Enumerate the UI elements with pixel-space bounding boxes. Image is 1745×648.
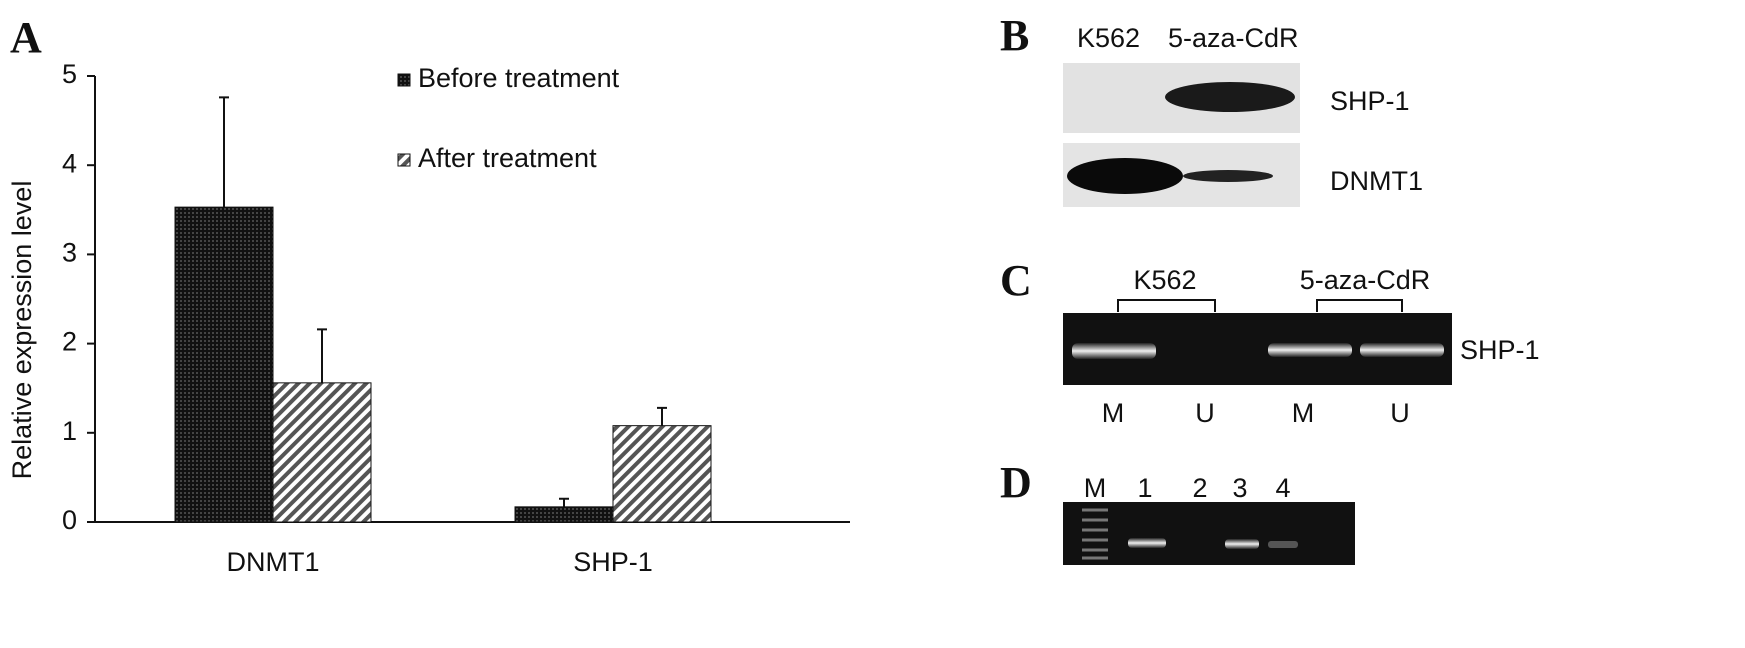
error-bar xyxy=(317,328,327,383)
lane-label: M xyxy=(1102,398,1125,428)
lane-label: M xyxy=(1084,473,1107,503)
row-label: SHP-1 xyxy=(1330,86,1410,116)
legend-swatch xyxy=(397,73,411,87)
lane-label: 5-aza-CdR xyxy=(1168,23,1299,53)
row-label: SHP-1 xyxy=(1460,335,1540,365)
band xyxy=(1268,541,1298,548)
panel-label: D xyxy=(1000,458,1032,507)
legend-label: Before treatment xyxy=(418,63,620,93)
row-label: DNMT1 xyxy=(1330,166,1423,196)
panel-label: A xyxy=(10,13,42,62)
band xyxy=(1268,343,1352,357)
y-axis-label: Relative expression level xyxy=(7,181,37,480)
ladder xyxy=(1082,508,1108,560)
bracket xyxy=(1117,299,1403,312)
panel-label: B xyxy=(1000,11,1029,60)
group-label: 5-aza-CdR xyxy=(1300,265,1431,295)
lane-label: 2 xyxy=(1192,473,1207,503)
legend-swatch xyxy=(397,153,411,167)
x-tick-label: SHP-1 xyxy=(573,547,653,577)
lane-label: K562 xyxy=(1077,23,1140,53)
panel-label: C xyxy=(1000,256,1032,305)
error-bar xyxy=(559,497,569,507)
lane-label: 1 xyxy=(1137,473,1152,503)
band xyxy=(1183,170,1273,182)
error-bar xyxy=(219,96,229,208)
bar xyxy=(272,382,372,523)
band xyxy=(1360,343,1444,357)
y-tick-label: 1 xyxy=(62,416,77,446)
lane-label: 3 xyxy=(1232,473,1247,503)
group-label: K562 xyxy=(1133,265,1196,295)
bar xyxy=(612,425,712,523)
y-tick-label: 5 xyxy=(62,59,77,89)
error-bar xyxy=(657,406,667,426)
band xyxy=(1128,538,1166,548)
y-tick-label: 0 xyxy=(62,505,77,535)
y-tick-label: 2 xyxy=(62,327,77,357)
bar xyxy=(514,506,614,523)
band xyxy=(1225,539,1259,549)
band xyxy=(1072,343,1156,359)
lane-label: 4 xyxy=(1275,473,1290,503)
x-tick-label: DNMT1 xyxy=(227,547,320,577)
legend-label: After treatment xyxy=(418,143,597,173)
lane-label: M xyxy=(1292,398,1315,428)
y-tick-label: 4 xyxy=(62,148,77,178)
lane-label: U xyxy=(1195,398,1215,428)
y-tick-label: 3 xyxy=(62,238,77,268)
band xyxy=(1067,158,1183,194)
band xyxy=(1165,82,1295,112)
lane-label: U xyxy=(1390,398,1410,428)
bar xyxy=(174,206,274,523)
gel xyxy=(1063,502,1355,565)
